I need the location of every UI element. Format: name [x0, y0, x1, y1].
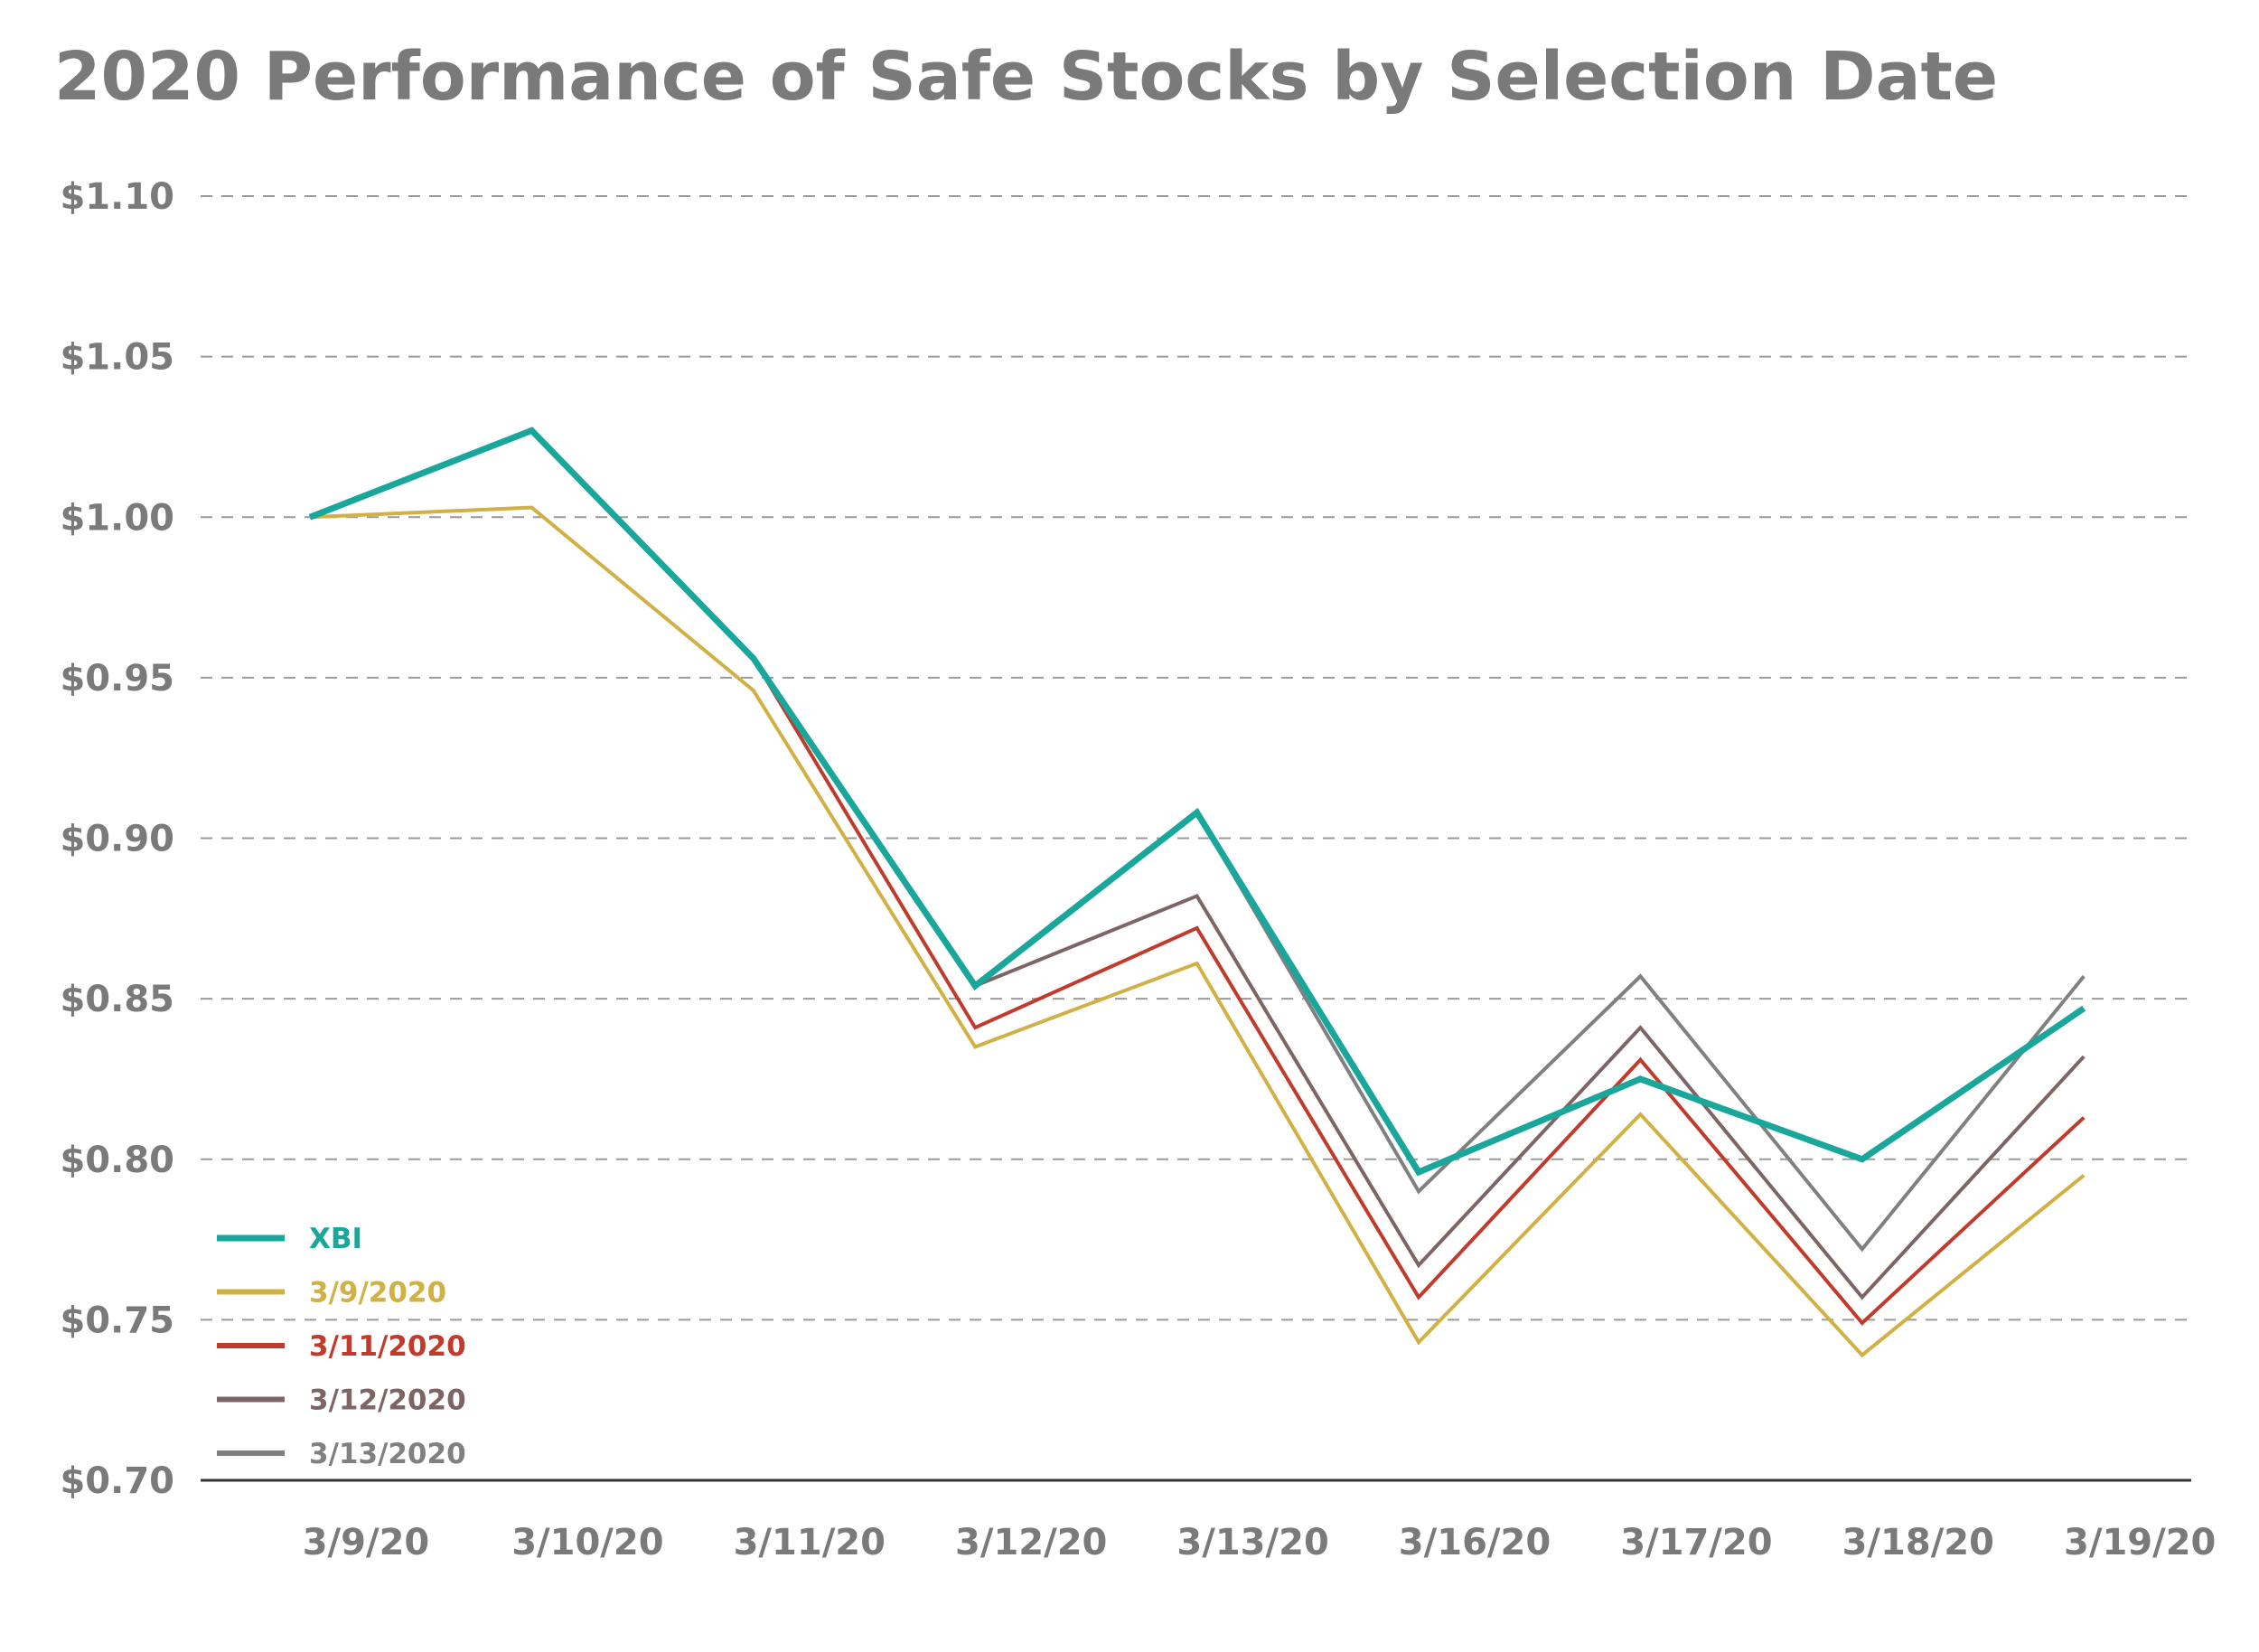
x-tick-label: 3/18/20 [1842, 1522, 1994, 1563]
legend-label-3-13-2020: 3/13/2020 [309, 1438, 466, 1470]
series-line-3-12-2020 [974, 893, 2086, 1300]
x-tick-label: 3/19/20 [2064, 1522, 2216, 1563]
series-lines [308, 427, 2086, 1358]
x-tick-label: 3/16/20 [1399, 1522, 1551, 1563]
series-line-3-13-2020 [1195, 812, 2086, 1253]
gridlines [201, 195, 2191, 1321]
y-axis-tick-labels: $1.10 $1.05 $1.00 $0.95 $0.90 $0.85 $0.80 $0.75… [60, 176, 174, 1502]
y-tick-label: $0.80 [60, 1140, 174, 1181]
y-tick-label: $0.75 [60, 1300, 174, 1341]
y-tick-label: $0.90 [60, 819, 174, 860]
x-axis-tick-labels: 3/9/20 3/10/20 3/11/20 3/12/20 3/13/20 3/16/2… [303, 1522, 2217, 1563]
y-tick-label: $1.00 [60, 497, 174, 539]
x-tick-label: 3/10/20 [511, 1522, 663, 1563]
y-tick-label: $1.10 [60, 176, 174, 218]
legend-label-3-9-2020: 3/9/2020 [309, 1277, 446, 1309]
y-tick-label: $1.05 [60, 337, 174, 379]
x-tick-label: 3/9/20 [303, 1522, 430, 1563]
y-tick-label: $0.85 [60, 979, 174, 1020]
legend-label-3-11-2020: 3/11/2020 [309, 1330, 466, 1363]
series-line-xbi [308, 427, 2086, 1177]
legend: XBI 3/9/2020 3/11/2020 3/12/2020 3/13/2020 [217, 1223, 466, 1470]
x-tick-label: 3/13/20 [1176, 1522, 1328, 1563]
y-tick-label: $0.70 [60, 1460, 174, 1502]
series-line-3-9-2020 [309, 505, 2086, 1358]
legend-label-3-12-2020: 3/12/2020 [309, 1384, 466, 1417]
x-tick-label: 3/12/20 [955, 1522, 1107, 1563]
legend-label-xbi: XBI [309, 1223, 362, 1255]
series-line-3-11-2020 [752, 657, 2086, 1326]
chart-title: 2020 Performance of Safe Stocks by Selec… [54, 38, 1999, 116]
x-tick-label: 3/11/20 [734, 1522, 886, 1563]
y-tick-label: $0.95 [60, 658, 174, 699]
x-tick-label: 3/17/20 [1620, 1522, 1772, 1563]
